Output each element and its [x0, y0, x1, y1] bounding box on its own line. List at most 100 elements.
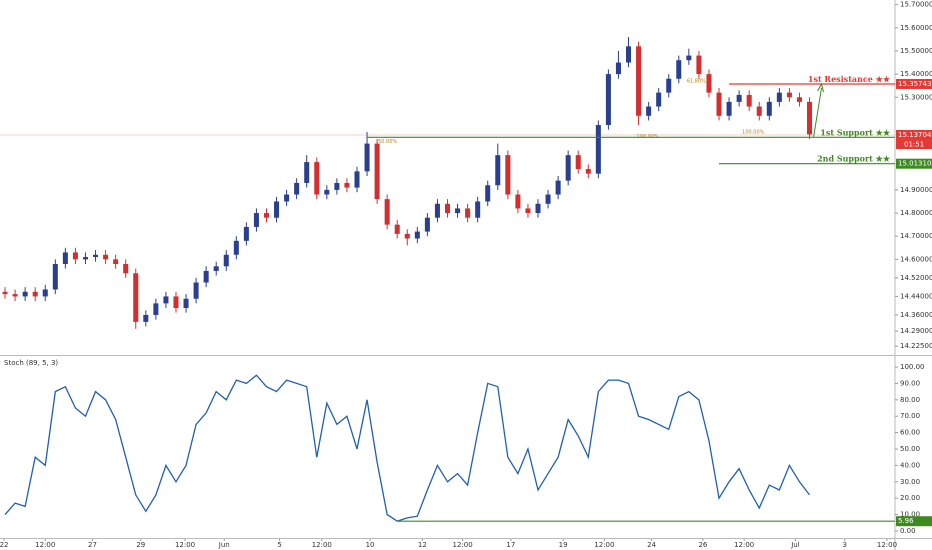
y-tick-label: 40.00: [900, 461, 920, 469]
indicator-title: Stoch (89, 5, 3): [4, 359, 58, 367]
x-tick-label: 12:00: [35, 541, 55, 549]
candle-body: [163, 296, 169, 304]
y-tick-label: 14.70000: [900, 232, 932, 240]
x-tick-label: 24: [647, 541, 656, 549]
y-tick-label: 100.00: [900, 363, 925, 371]
candle-body: [525, 208, 531, 214]
candle-body: [153, 303, 159, 315]
candle-body: [585, 169, 591, 174]
candle-body: [565, 155, 571, 181]
level-tag: 15.35743: [898, 80, 931, 88]
candle-body: [284, 194, 290, 202]
candle-body: [263, 213, 270, 218]
candle-body: [515, 194, 521, 209]
candle-body: [2, 291, 8, 295]
candle-body: [444, 203, 451, 214]
candle-body: [173, 296, 179, 308]
candle-body: [72, 252, 78, 260]
level-tag: 15.01310: [898, 160, 931, 168]
y-tick-label: 14.60000: [900, 255, 932, 263]
y-tick-label: 50.00: [900, 445, 920, 453]
y-tick-label: 0.00: [900, 527, 916, 535]
candle-body: [143, 314, 149, 322]
candle-body: [495, 155, 501, 186]
y-tick-label: 14.44000: [900, 292, 932, 300]
current-price-tag-bg: [896, 130, 932, 141]
candle-body: [575, 155, 581, 170]
candle-body: [414, 231, 420, 239]
candle-body: [52, 264, 58, 290]
candle-body: [455, 208, 461, 214]
y-tick-label: 90.00: [900, 379, 920, 387]
y-tick-label: 15.60000: [900, 24, 932, 32]
candle-body: [274, 201, 280, 218]
candle-body: [223, 254, 229, 267]
candle-body: [807, 101, 813, 135]
candle-body: [776, 92, 782, 102]
x-tick-label: 12:00: [877, 541, 897, 549]
x-tick-label: 27: [88, 541, 97, 549]
candle-body: [786, 92, 792, 98]
x-tick-label: 12:00: [452, 541, 472, 549]
candle-body: [103, 254, 109, 260]
candle-body: [605, 74, 611, 126]
candle-body: [535, 203, 541, 214]
x-tick-label: 12: [418, 541, 427, 549]
x-tick-label: 3: [842, 541, 846, 549]
x-tick-label: 29: [136, 541, 145, 549]
candle-body: [766, 101, 772, 116]
candle-body: [374, 143, 380, 200]
candle-body: [213, 266, 219, 271]
candle-body: [676, 60, 682, 79]
candle-body: [364, 143, 370, 172]
candle-body: [394, 224, 400, 234]
candle-body: [294, 182, 300, 195]
candle-body: [233, 240, 239, 255]
candle-body: [334, 182, 340, 190]
arrow: [813, 87, 823, 138]
candle-body: [424, 217, 430, 232]
candle-body: [625, 46, 632, 63]
level-tag: 5.96: [898, 517, 914, 525]
candle-body: [203, 270, 209, 283]
candle-body: [12, 294, 18, 297]
candle-body: [636, 46, 642, 116]
candle-body: [62, 252, 68, 264]
candle-body: [505, 155, 511, 195]
candle-body: [465, 208, 471, 218]
arrow-head: [817, 82, 825, 93]
candle-body: [756, 106, 762, 116]
candle-body: [82, 257, 88, 260]
x-tick-label: 19: [559, 541, 568, 549]
candle-body: [42, 289, 48, 297]
candle-body: [796, 97, 802, 102]
candle-body: [686, 55, 692, 61]
x-tick-label: 12:00: [734, 541, 754, 549]
candle-body: [32, 291, 38, 297]
fib-label: 61.80%: [687, 79, 706, 85]
y-tick-label: 30.00: [900, 478, 920, 486]
y-tick-label: 14.80000: [900, 209, 932, 217]
y-tick-label: 14.29000: [900, 327, 932, 335]
x-tick-label: 12:00: [175, 541, 195, 549]
candle-body: [253, 213, 259, 227]
candle-body: [615, 62, 621, 75]
candle-body: [666, 78, 672, 93]
y-tick-label: 80.00: [900, 396, 920, 404]
candle-body: [243, 226, 249, 241]
y-tick-label: 15.70000: [900, 1, 932, 9]
x-tick-label: Jun: [218, 541, 230, 549]
candle-body: [193, 282, 199, 299]
candle-body: [475, 201, 481, 218]
x-tick-label: 17: [506, 541, 515, 549]
x-tick-label: 26: [698, 541, 707, 549]
y-tick-label: 14.52000: [900, 274, 932, 282]
fib-label: 50.00%: [378, 139, 397, 145]
candle-body: [545, 194, 551, 204]
candle-body: [324, 189, 330, 195]
candle-body: [93, 254, 99, 258]
level-tag-bg: [896, 158, 932, 169]
candle-body: [113, 259, 119, 264]
candle-body: [746, 94, 752, 107]
